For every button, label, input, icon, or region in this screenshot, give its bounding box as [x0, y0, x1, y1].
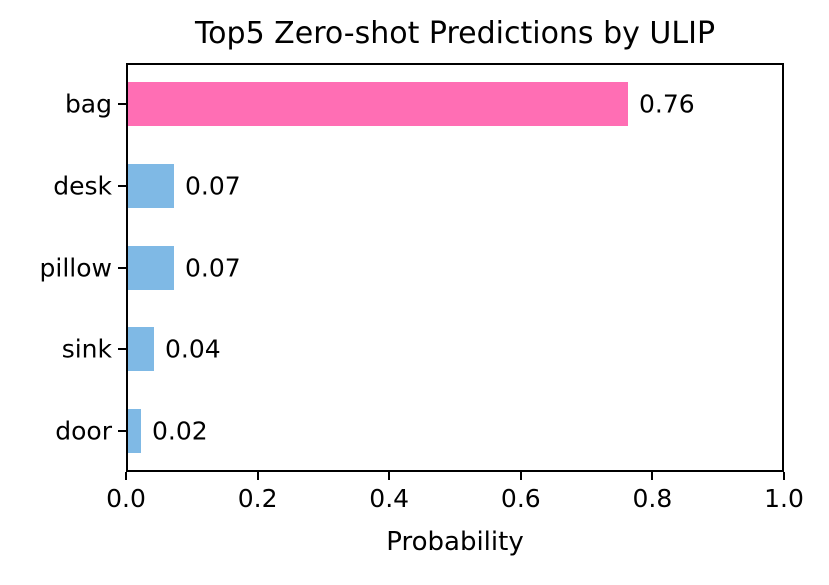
x-tick-label-0.4: 0.4 [369, 484, 410, 513]
x-tick-mark [651, 472, 654, 480]
x-tick-mark [125, 472, 127, 480]
y-tick-label-sink: sink [61, 334, 112, 364]
y-tick-mark [118, 348, 126, 351]
value-label-pillow: 0.07 [185, 253, 241, 282]
x-tick-mark [388, 472, 391, 480]
value-label-desk: 0.07 [185, 171, 241, 201]
y-tick-mark [118, 430, 126, 433]
y-tick-label-door: door [55, 416, 112, 446]
y-tick-mark [118, 102, 126, 105]
bar-sink [128, 327, 154, 372]
value-label-sink: 0.04 [165, 334, 221, 364]
x-tick-label-0.2: 0.2 [237, 484, 278, 513]
chart-title: Top5 Zero-shot Predictions by ULIP [194, 16, 716, 51]
bar-bag [128, 81, 628, 126]
x-tick-label-0.6: 0.6 [500, 484, 541, 513]
y-tick-label-bag: bag [64, 89, 112, 119]
plot-area [126, 63, 784, 472]
x-tick-label-0.0: 0.0 [106, 484, 146, 513]
y-tick-label-desk: desk [53, 171, 112, 201]
value-label-door: 0.02 [152, 416, 208, 446]
x-tick-label-0.8: 0.8 [632, 484, 673, 513]
bar-pillow [128, 245, 174, 290]
y-tick-mark [118, 266, 126, 269]
y-tick-label-pillow: pillow [39, 253, 112, 282]
x-tick-mark [256, 472, 259, 480]
value-label-bag: 0.76 [639, 89, 695, 119]
bar-desk [128, 163, 174, 208]
x-tick-mark [519, 472, 522, 480]
bar-door [128, 409, 141, 454]
y-tick-mark [118, 184, 126, 187]
x-axis-title: Probability [386, 527, 524, 557]
x-tick-label-1.0: 1.0 [764, 484, 804, 513]
x-tick-mark [783, 472, 785, 480]
